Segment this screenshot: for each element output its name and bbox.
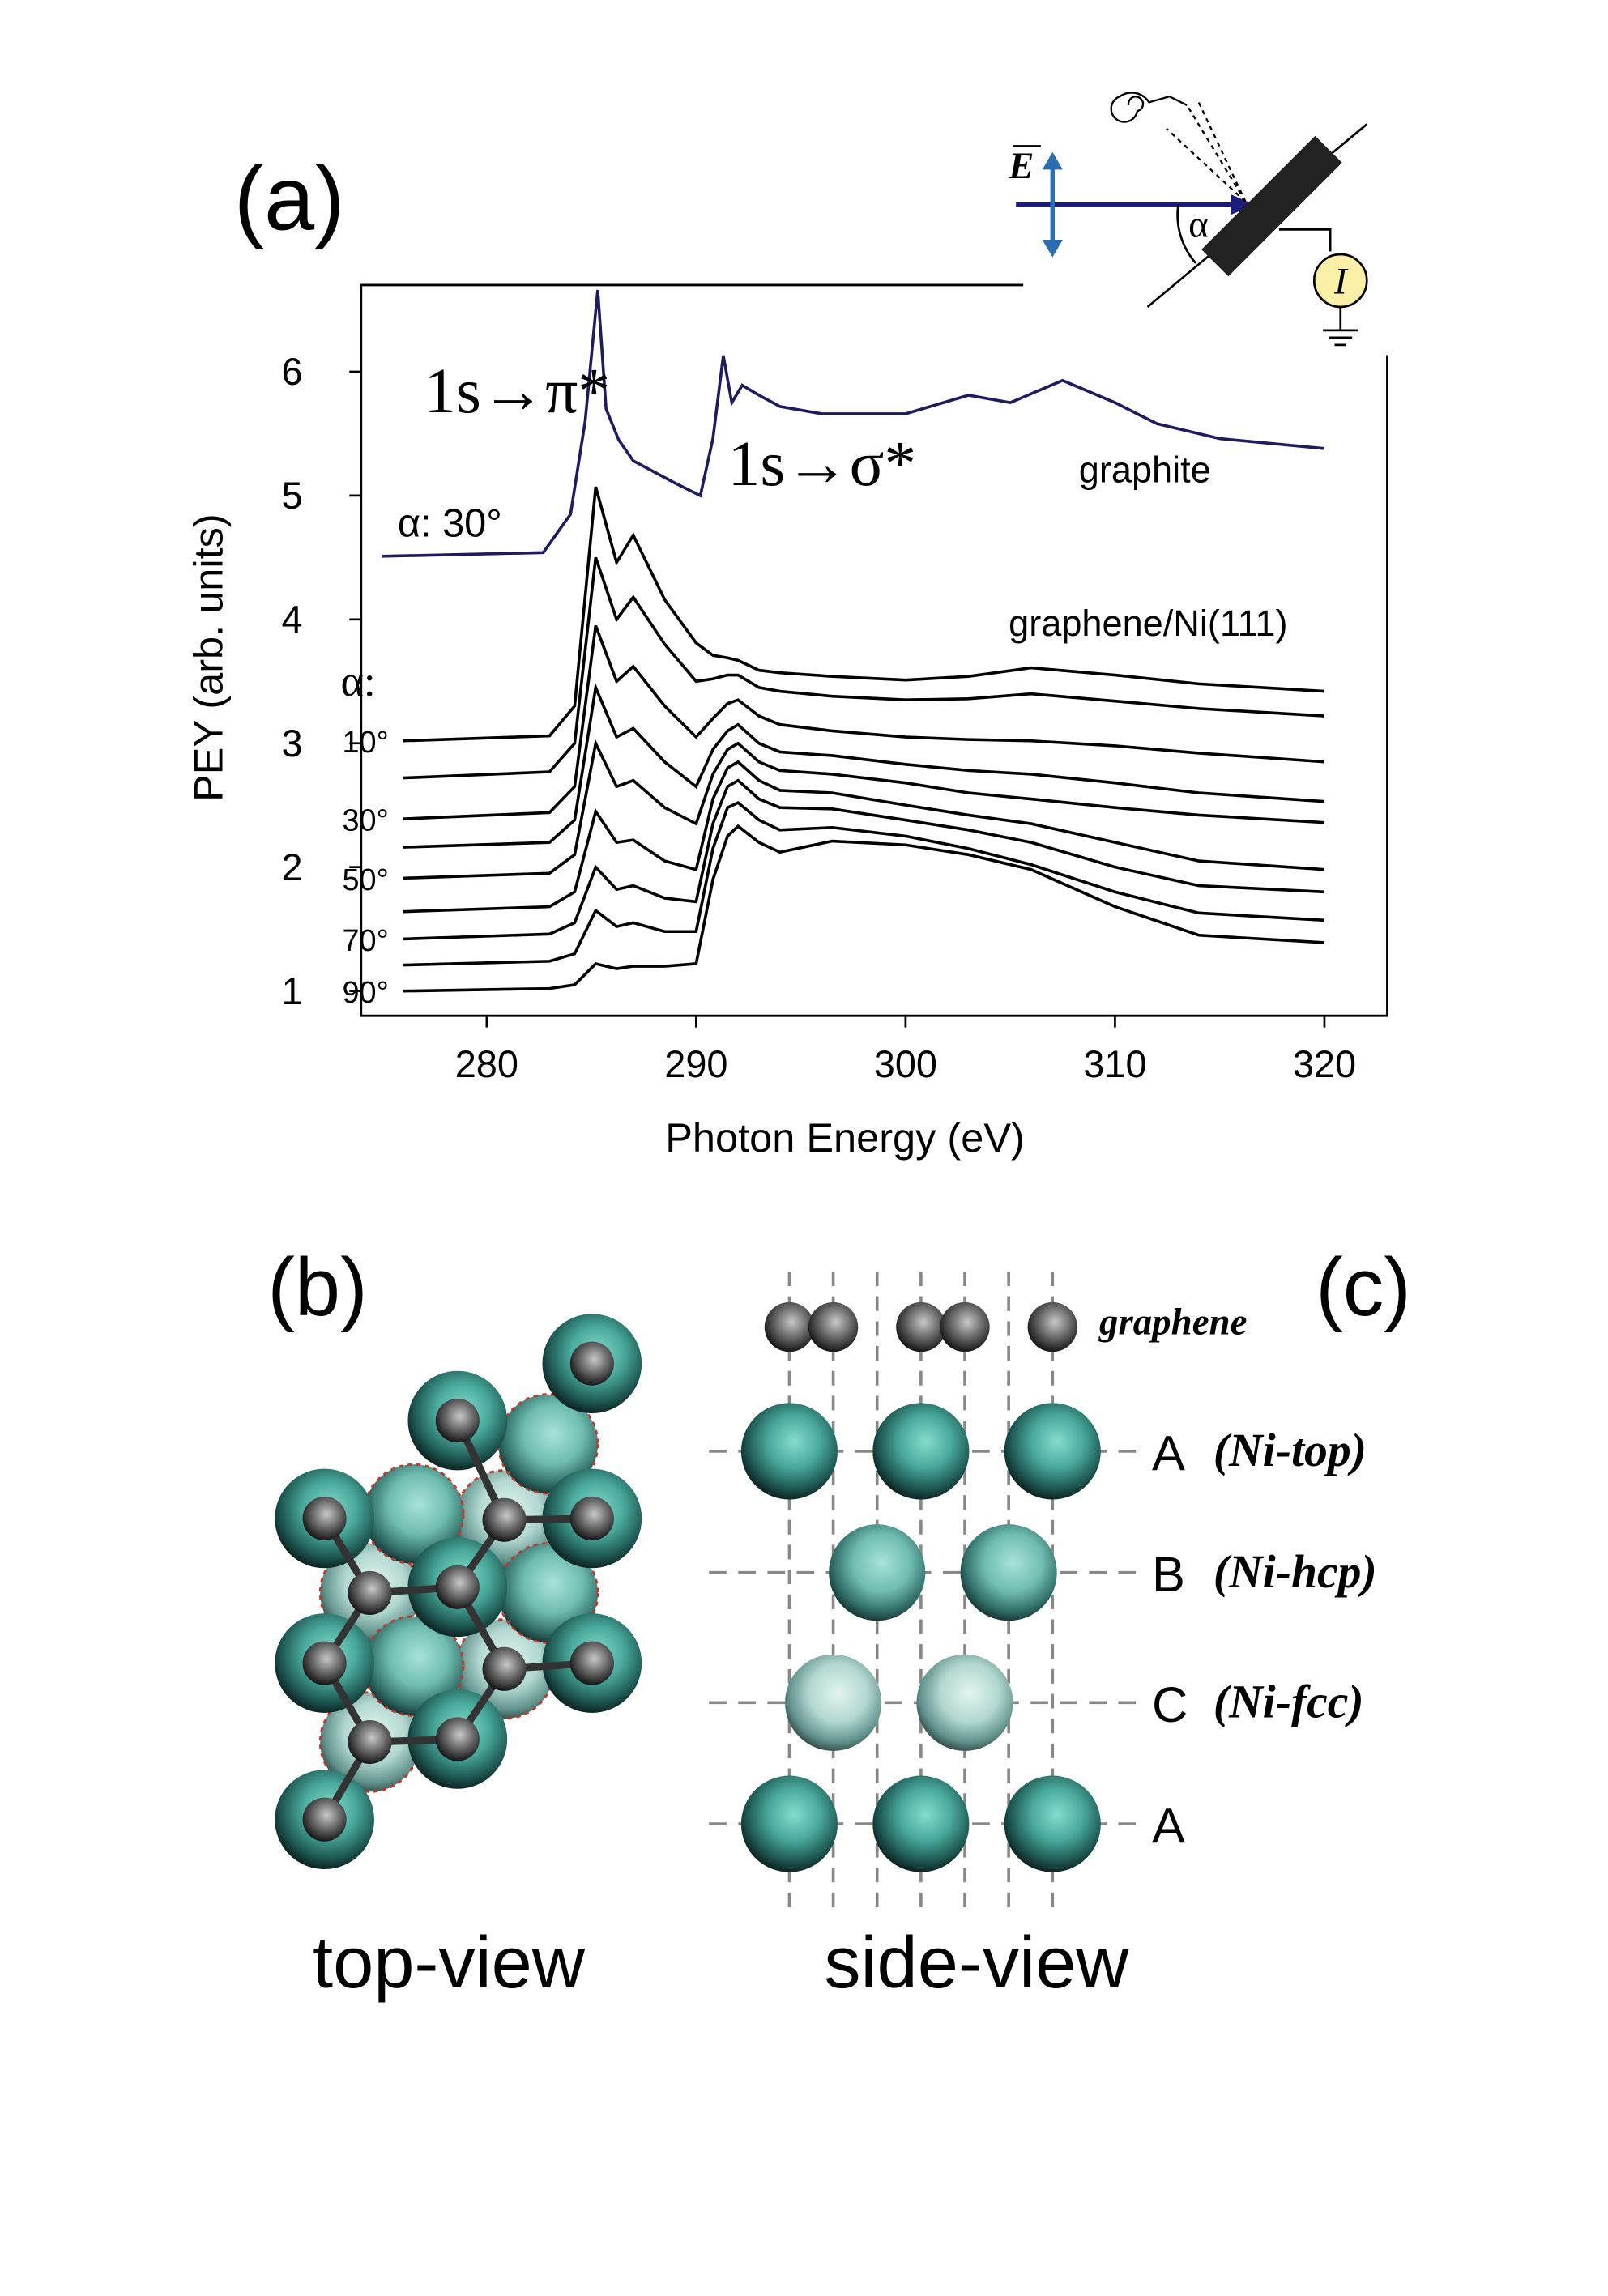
annotation: graphene/Ni(111) — [1009, 603, 1287, 644]
annotation: α: 30° — [398, 501, 502, 545]
carbon-atom — [569, 1341, 614, 1386]
x-tick-label: 280 — [455, 1043, 518, 1085]
series-line — [403, 556, 1325, 780]
ni-atom — [916, 1654, 1013, 1751]
beam-arrow — [1231, 194, 1255, 215]
ni-atom — [740, 1775, 838, 1872]
side-view: A (Ni-top) B (Ni-hcp) C (Ni-fcc) A — [709, 1271, 1377, 1907]
x-tick-label: 320 — [1293, 1043, 1356, 1085]
panel-label: (b) — [267, 1242, 368, 1333]
ni-atom — [872, 1775, 970, 1872]
annotation: α: — [340, 657, 375, 705]
panel-label: (a) — [234, 147, 345, 249]
series-line — [403, 682, 1325, 849]
series-line — [403, 624, 1325, 820]
carbon-atom — [764, 1301, 815, 1352]
x-axis-label: Photon Energy (eV) — [665, 1114, 1025, 1161]
carbon-atom — [482, 1497, 527, 1542]
layer-site: (Ni-top) — [1213, 1425, 1367, 1476]
series-label: 10° — [342, 726, 388, 760]
series-line — [403, 760, 1325, 914]
y-tick-label: 5 — [281, 475, 302, 517]
annotation: 1s→π* — [424, 356, 610, 427]
ni-hcp-atom — [362, 1463, 465, 1565]
ni-atom — [740, 1403, 838, 1500]
x-tick-label: 300 — [874, 1043, 937, 1085]
inset-angle: α — [1188, 203, 1209, 245]
ni-hcp-atom — [497, 1393, 599, 1495]
electrons — [1166, 101, 1247, 202]
carbon-atom — [1027, 1301, 1077, 1352]
caption: top-view — [313, 1922, 586, 2004]
carbon-atom — [896, 1301, 946, 1352]
series-line — [382, 289, 1325, 558]
ammeter — [1312, 253, 1368, 309]
layer-site: (Ni-hcp) — [1213, 1547, 1377, 1598]
series-line — [403, 778, 1325, 941]
y-tick-label: 1 — [281, 970, 302, 1012]
series-line — [403, 739, 1325, 880]
polarization-arrow — [1042, 239, 1063, 258]
ni-atom — [872, 1403, 970, 1500]
circuit — [1278, 228, 1358, 347]
series-line — [403, 800, 1325, 967]
y-tick-label: 6 — [281, 351, 302, 393]
graphene-label: graphene — [1098, 1301, 1247, 1344]
panel-label: (c) — [1316, 1242, 1411, 1333]
x-tick-label: 290 — [664, 1043, 727, 1085]
plot-area: 280 290 300 310 320 1 2 3 4 5 6 Photon Energy (eV) P… — [185, 283, 1388, 1161]
axis-frame — [360, 283, 1388, 1017]
carbon-atom — [482, 1646, 527, 1691]
ni-atom — [829, 1524, 926, 1621]
series-label: graphite — [1079, 449, 1211, 491]
y-tick-label: 2 — [281, 846, 302, 888]
series-label: 70° — [342, 924, 388, 958]
carbon-atom — [940, 1301, 990, 1352]
series-label: 30° — [342, 803, 388, 837]
y-tick-label: 4 — [281, 598, 302, 641]
angle-arc — [1176, 204, 1197, 264]
caption: side-view — [824, 1922, 1129, 2004]
y-tick-label: 3 — [281, 722, 302, 765]
series-line — [403, 824, 1325, 993]
series-label: 90° — [342, 976, 388, 1010]
polarization-arrow — [1042, 151, 1063, 170]
layer-stack: A — [1152, 1799, 1185, 1855]
carbon-atom — [348, 1719, 392, 1765]
carbon-atom — [302, 1797, 347, 1842]
top-view — [275, 1314, 642, 1870]
carbon-atom — [302, 1496, 347, 1541]
series-line — [403, 486, 1325, 743]
carbon-atom — [435, 1717, 480, 1761]
layer-stack: B — [1152, 1547, 1185, 1603]
carbon-atom — [808, 1301, 859, 1352]
carbon-atom — [302, 1641, 347, 1685]
annotation: 1s→σ* — [728, 428, 916, 500]
carbon-atom — [435, 1565, 480, 1609]
sample — [1201, 135, 1342, 277]
carbon-atom — [348, 1570, 392, 1616]
ni-atom — [960, 1524, 1057, 1621]
series-label: 50° — [342, 863, 388, 897]
ni-atom — [1004, 1403, 1101, 1500]
layer-site: (Ni-fcc) — [1213, 1676, 1364, 1727]
electron-spiral — [1110, 92, 1188, 123]
carbon-atom — [569, 1496, 614, 1541]
inset-geometry — [1013, 92, 1368, 347]
inset-current: I — [1333, 261, 1349, 303]
inset-field: E — [1008, 145, 1034, 187]
carbon-atom — [435, 1398, 480, 1443]
ni-atom — [1004, 1775, 1101, 1872]
carbon-atom — [569, 1641, 614, 1685]
layer-stack: A — [1152, 1425, 1185, 1481]
ni-hcp-atom — [362, 1615, 465, 1717]
ni-atom — [785, 1654, 882, 1751]
layer-stack: C — [1152, 1677, 1188, 1733]
y-axis-label: PEY (arb. units) — [185, 513, 231, 802]
x-tick-label: 310 — [1083, 1043, 1146, 1085]
